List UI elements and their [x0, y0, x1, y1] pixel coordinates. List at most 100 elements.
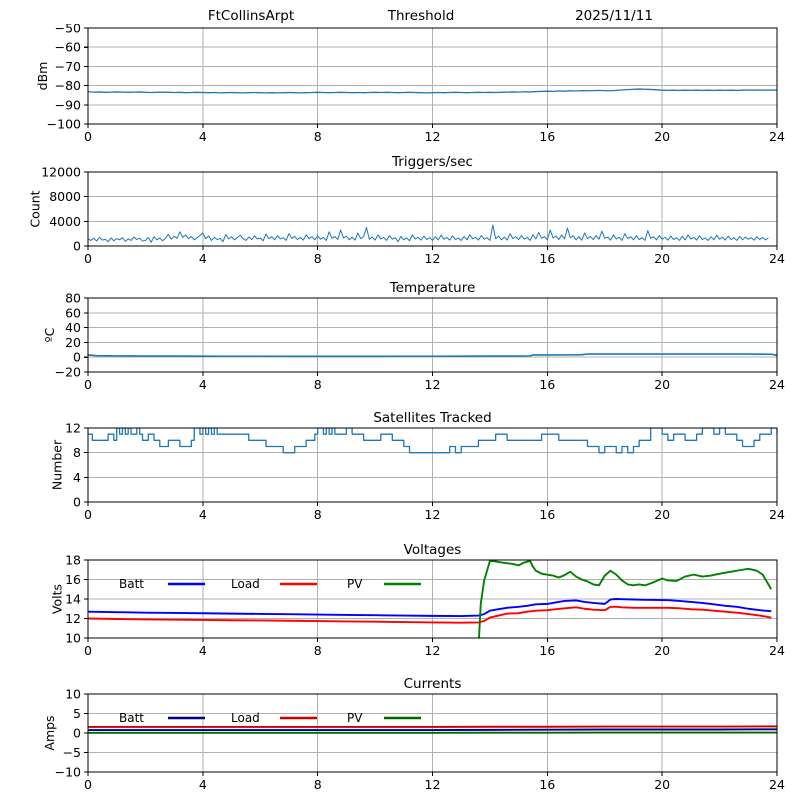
header-mode: Threshold: [387, 8, 455, 24]
subplot-currents[interactable]: Currents −10 −5 0 5 10 0 4 8 12 16 20 24 Amps Batt Load…: [0, 664, 800, 794]
y-tick-label: −60: [55, 40, 81, 55]
y-tick-label: 12000: [41, 165, 81, 180]
x-tick-label: 8: [314, 777, 322, 792]
x-tick-label: 8: [314, 251, 322, 266]
x-tick-label: 20: [654, 251, 670, 266]
y-axis-label: ºC: [42, 327, 57, 342]
figure-header: FtCollinsArpt Threshold 2025/11/11: [0, 0, 800, 28]
y-tick-label: 8: [73, 445, 81, 460]
x-tick-label: 24: [769, 777, 785, 792]
x-tick-label: 20: [654, 377, 670, 392]
x-tick-label: 16: [539, 777, 555, 792]
x-tick-label: 0: [84, 507, 92, 522]
y-tick-label: −20: [55, 365, 81, 380]
y-tick-label: −5: [63, 745, 81, 760]
x-tick-label: 0: [84, 377, 92, 392]
x-tick-label: 8: [314, 377, 322, 392]
x-tick-label: 24: [769, 129, 785, 144]
y-tick-label: 12: [65, 421, 81, 436]
x-tick-label: 12: [425, 129, 441, 144]
y-tick-label: 40: [65, 320, 81, 335]
subplot-signal[interactable]: −100 −90 −80 −70 −60 −50 0 4 8 12 16 20 24 dBm: [0, 24, 800, 146]
x-tick-label: 8: [314, 643, 322, 658]
x-tick-label: 16: [539, 643, 555, 658]
x-tick-label: 24: [769, 507, 785, 522]
legend: Batt Load PV: [119, 711, 421, 725]
subplot-title: Satellites Tracked: [373, 410, 491, 426]
x-tick-label: 0: [84, 643, 92, 658]
x-tick-label: 20: [654, 129, 670, 144]
legend-label-pv: PV: [347, 577, 363, 591]
y-axis-label: Amps: [42, 715, 57, 750]
y-tick-label: 14: [65, 592, 81, 607]
x-tick-label: 4: [199, 507, 207, 522]
y-tick-label: 0: [73, 350, 81, 365]
x-tick-label: 24: [769, 251, 785, 266]
y-tick-label: 60: [65, 305, 81, 320]
x-tick-label: 0: [84, 777, 92, 792]
y-axis-label: dBm: [35, 62, 50, 91]
y-tick-label: 0: [73, 726, 81, 741]
legend: Batt Load PV: [119, 577, 421, 591]
header-station: FtCollinsArpt: [208, 8, 294, 24]
y-tick-label: 0: [73, 239, 81, 254]
legend-label-batt: Batt: [119, 711, 144, 725]
y-tick-label: 10: [65, 687, 81, 702]
y-tick-label: 4000: [49, 214, 81, 229]
x-tick-label: 20: [654, 643, 670, 658]
x-tick-label: 4: [199, 777, 207, 792]
x-tick-label: 12: [425, 643, 441, 658]
subplot-title: Temperature: [389, 280, 476, 296]
x-tick-label: 8: [314, 129, 322, 144]
legend-label-load: Load: [231, 577, 260, 591]
x-tick-label: 20: [654, 507, 670, 522]
subplot-title: Voltages: [404, 542, 462, 558]
series-batt: [88, 598, 772, 618]
y-axis-label: Volts: [49, 584, 64, 614]
x-tick-label: 4: [199, 377, 207, 392]
subplot-satellites[interactable]: Satellites Tracked 0 4 8 12 0 4 8 12 16 20 24 Number: [0, 398, 800, 524]
y-tick-label: 5: [73, 706, 81, 721]
series-batt: [88, 728, 777, 732]
x-tick-label: 24: [769, 377, 785, 392]
y-axis-label: Count: [28, 190, 43, 227]
x-tick-label: 16: [539, 129, 555, 144]
x-tick-label: 24: [769, 643, 785, 658]
y-tick-label: 4: [73, 470, 81, 485]
series-count: [88, 224, 769, 243]
y-tick-label: 18: [65, 553, 81, 568]
legend-label-batt: Batt: [119, 577, 144, 591]
series-load: [88, 605, 772, 624]
x-tick-label: 16: [539, 251, 555, 266]
y-tick-label: −100: [47, 117, 81, 132]
x-tick-label: 0: [84, 251, 92, 266]
x-tick-label: 16: [539, 507, 555, 522]
y-tick-label: −10: [55, 765, 81, 780]
legend-label-load: Load: [231, 711, 260, 725]
x-tick-label: 20: [654, 777, 670, 792]
series-number: [88, 428, 777, 454]
x-tick-label: 8: [314, 507, 322, 522]
subplot-temperature[interactable]: Temperature −20 0 20 40 60 80 0 4 8 12 16 20 24 ºC: [0, 272, 800, 394]
y-tick-label: 8000: [49, 189, 81, 204]
y-tick-label: −90: [55, 97, 81, 112]
x-tick-label: 0: [84, 129, 92, 144]
y-axis-label: Number: [49, 439, 64, 490]
series-dbm: [88, 88, 777, 94]
series--c: [88, 353, 777, 358]
y-tick-label: 0: [73, 495, 81, 510]
y-tick-label: 20: [65, 335, 81, 350]
y-tick-label: 16: [65, 572, 81, 587]
subplot-triggers[interactable]: Triggers/sec 0 4000 8000 12000 0 4 8 12 16 20 24 Cou…: [0, 146, 800, 268]
y-tick-label: −50: [55, 24, 81, 36]
y-tick-label: 12: [65, 611, 81, 626]
subplot-title: Currents: [404, 676, 462, 692]
x-tick-label: 12: [425, 251, 441, 266]
legend-label-pv: PV: [347, 711, 363, 725]
x-tick-label: 12: [425, 377, 441, 392]
x-tick-label: 4: [199, 251, 207, 266]
y-tick-label: 80: [65, 291, 81, 306]
subplot-voltages[interactable]: Voltages 10 12 14 16 18 0 4 8 12 16 20 24 Volts Batt Lo…: [0, 530, 800, 660]
x-tick-label: 4: [199, 129, 207, 144]
